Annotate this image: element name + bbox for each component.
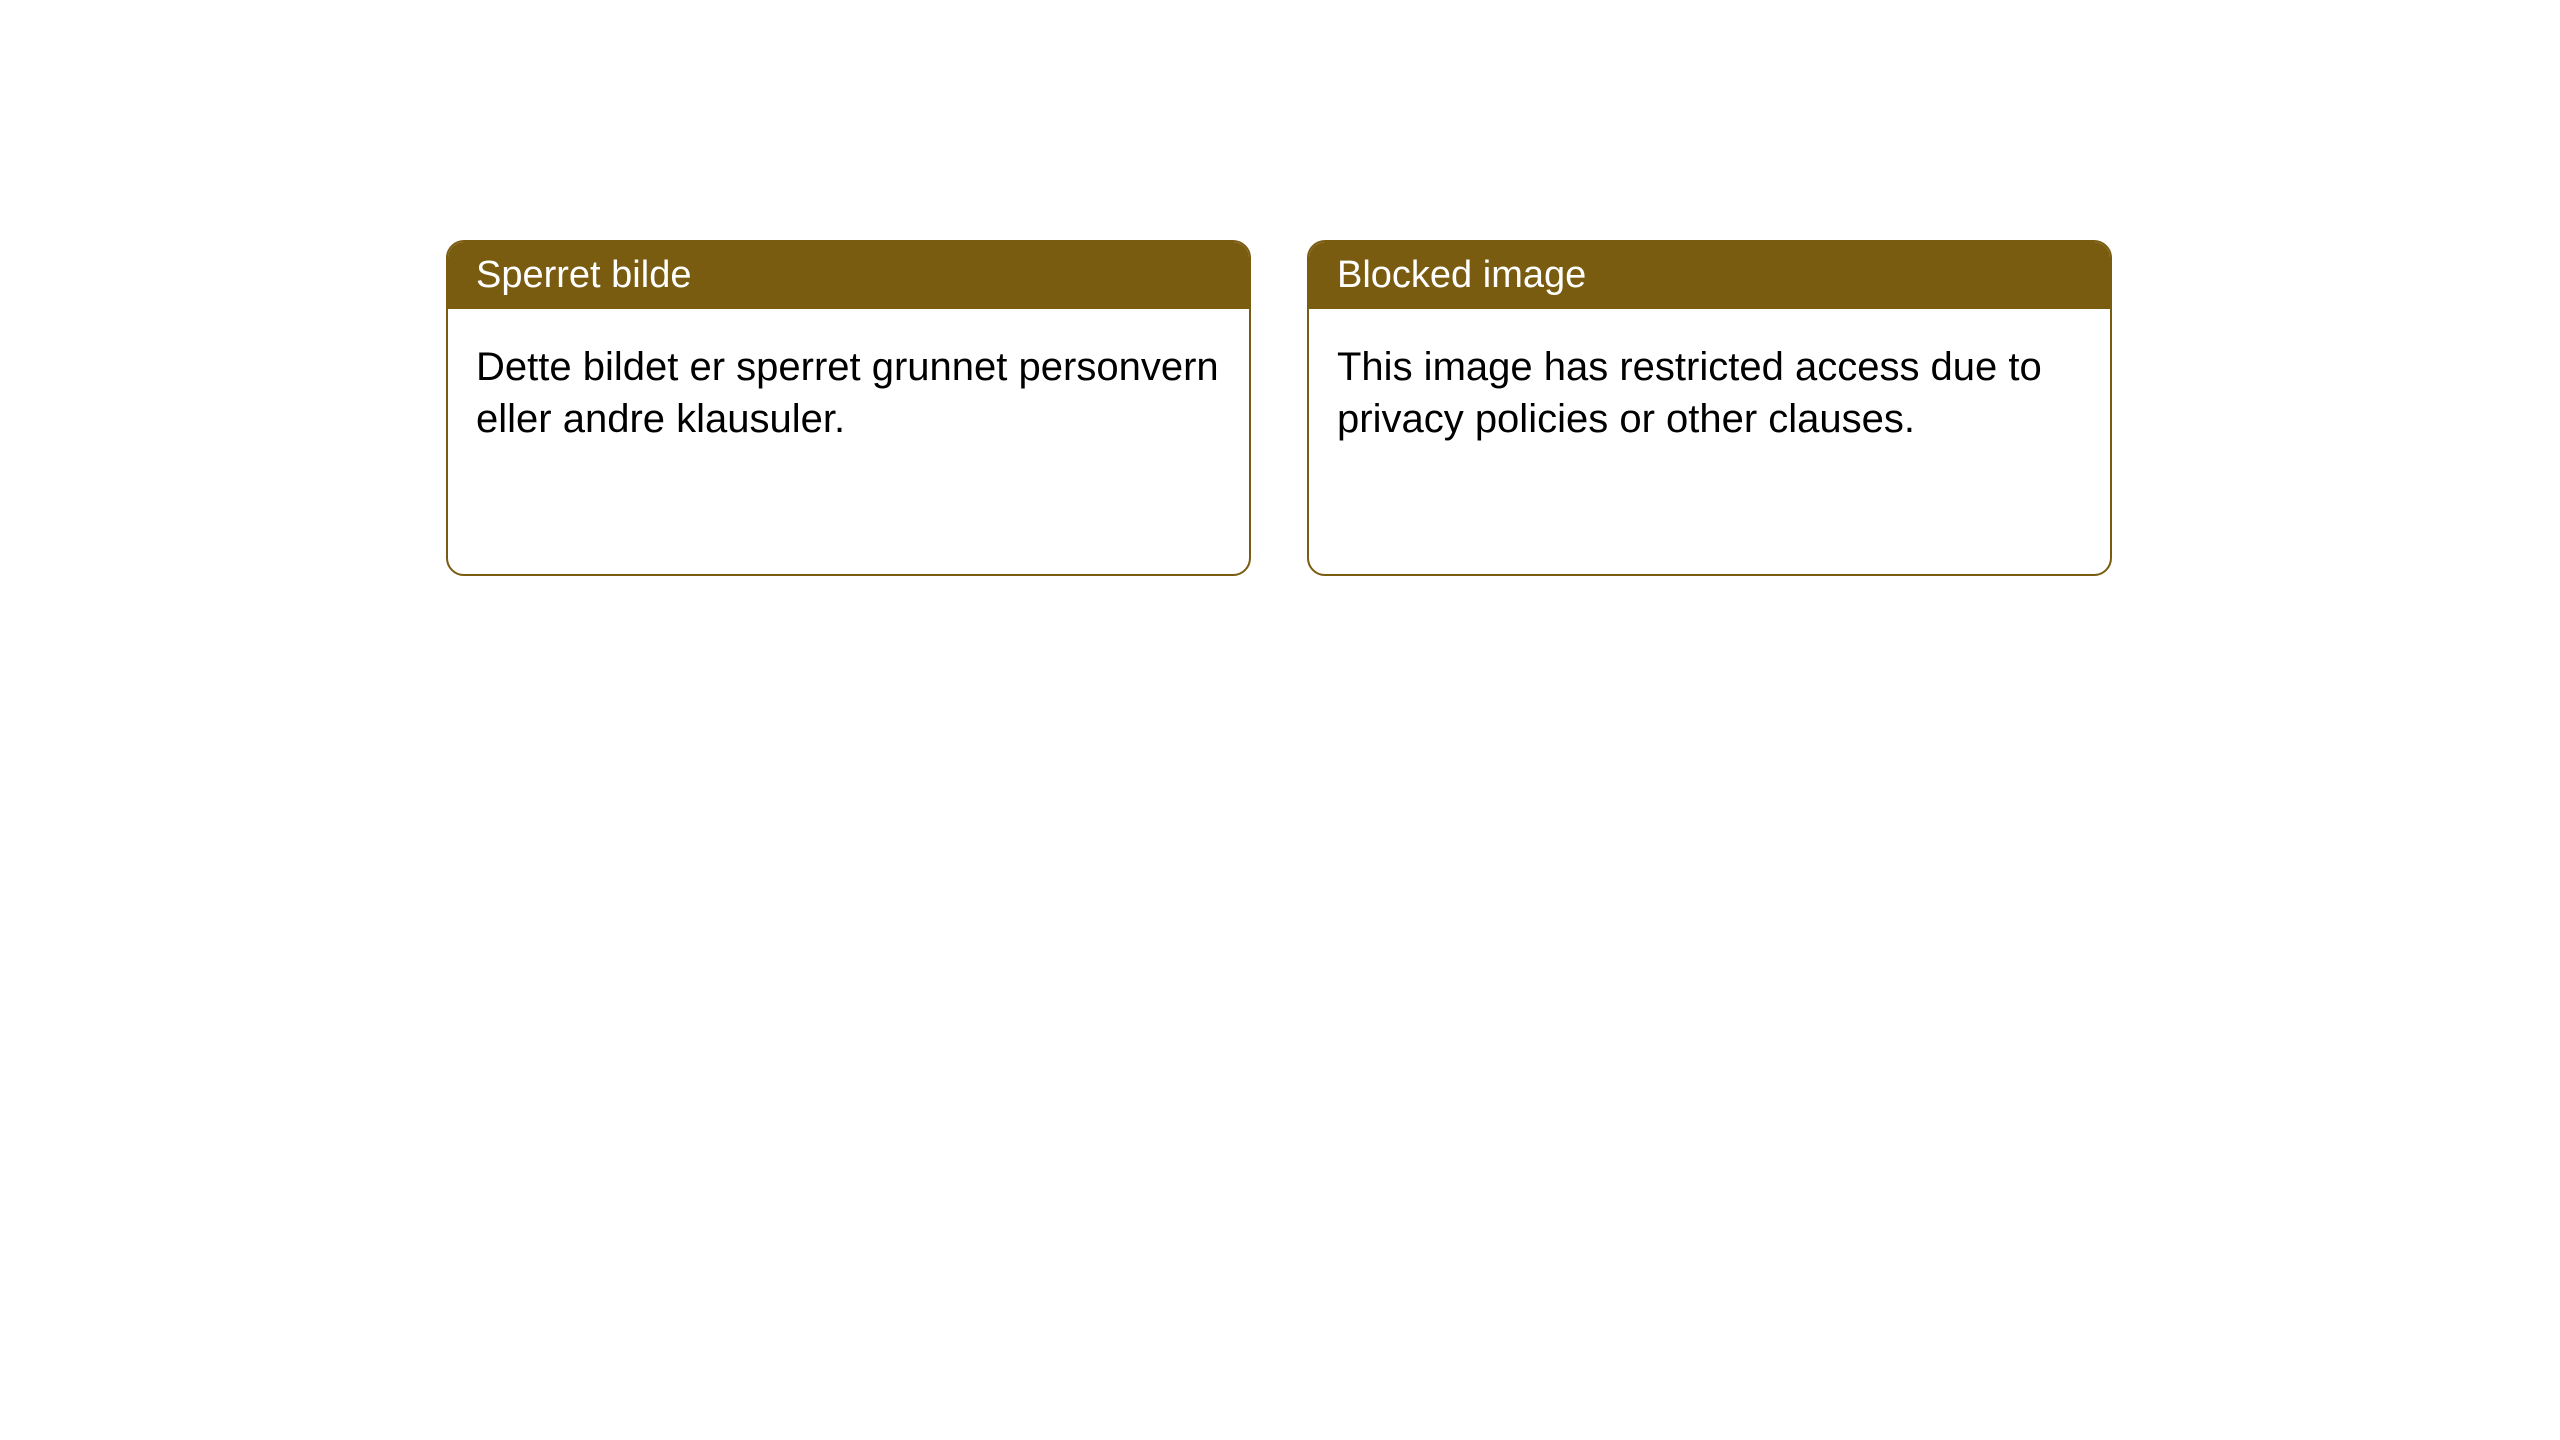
- card-body: This image has restricted access due to …: [1309, 309, 2110, 477]
- card-title: Sperret bilde: [476, 254, 691, 296]
- card-message: Dette bildet er sperret grunnet personve…: [476, 345, 1219, 441]
- card-title: Blocked image: [1337, 254, 1586, 296]
- blocked-image-card-en: Blocked image This image has restricted …: [1307, 240, 2112, 576]
- blocked-image-card-nb: Sperret bilde Dette bildet er sperret gr…: [446, 240, 1251, 576]
- card-header: Blocked image: [1309, 242, 2110, 309]
- cards-container: Sperret bilde Dette bildet er sperret gr…: [0, 0, 2560, 576]
- card-message: This image has restricted access due to …: [1337, 345, 2042, 441]
- card-header: Sperret bilde: [448, 242, 1249, 309]
- card-body: Dette bildet er sperret grunnet personve…: [448, 309, 1249, 477]
